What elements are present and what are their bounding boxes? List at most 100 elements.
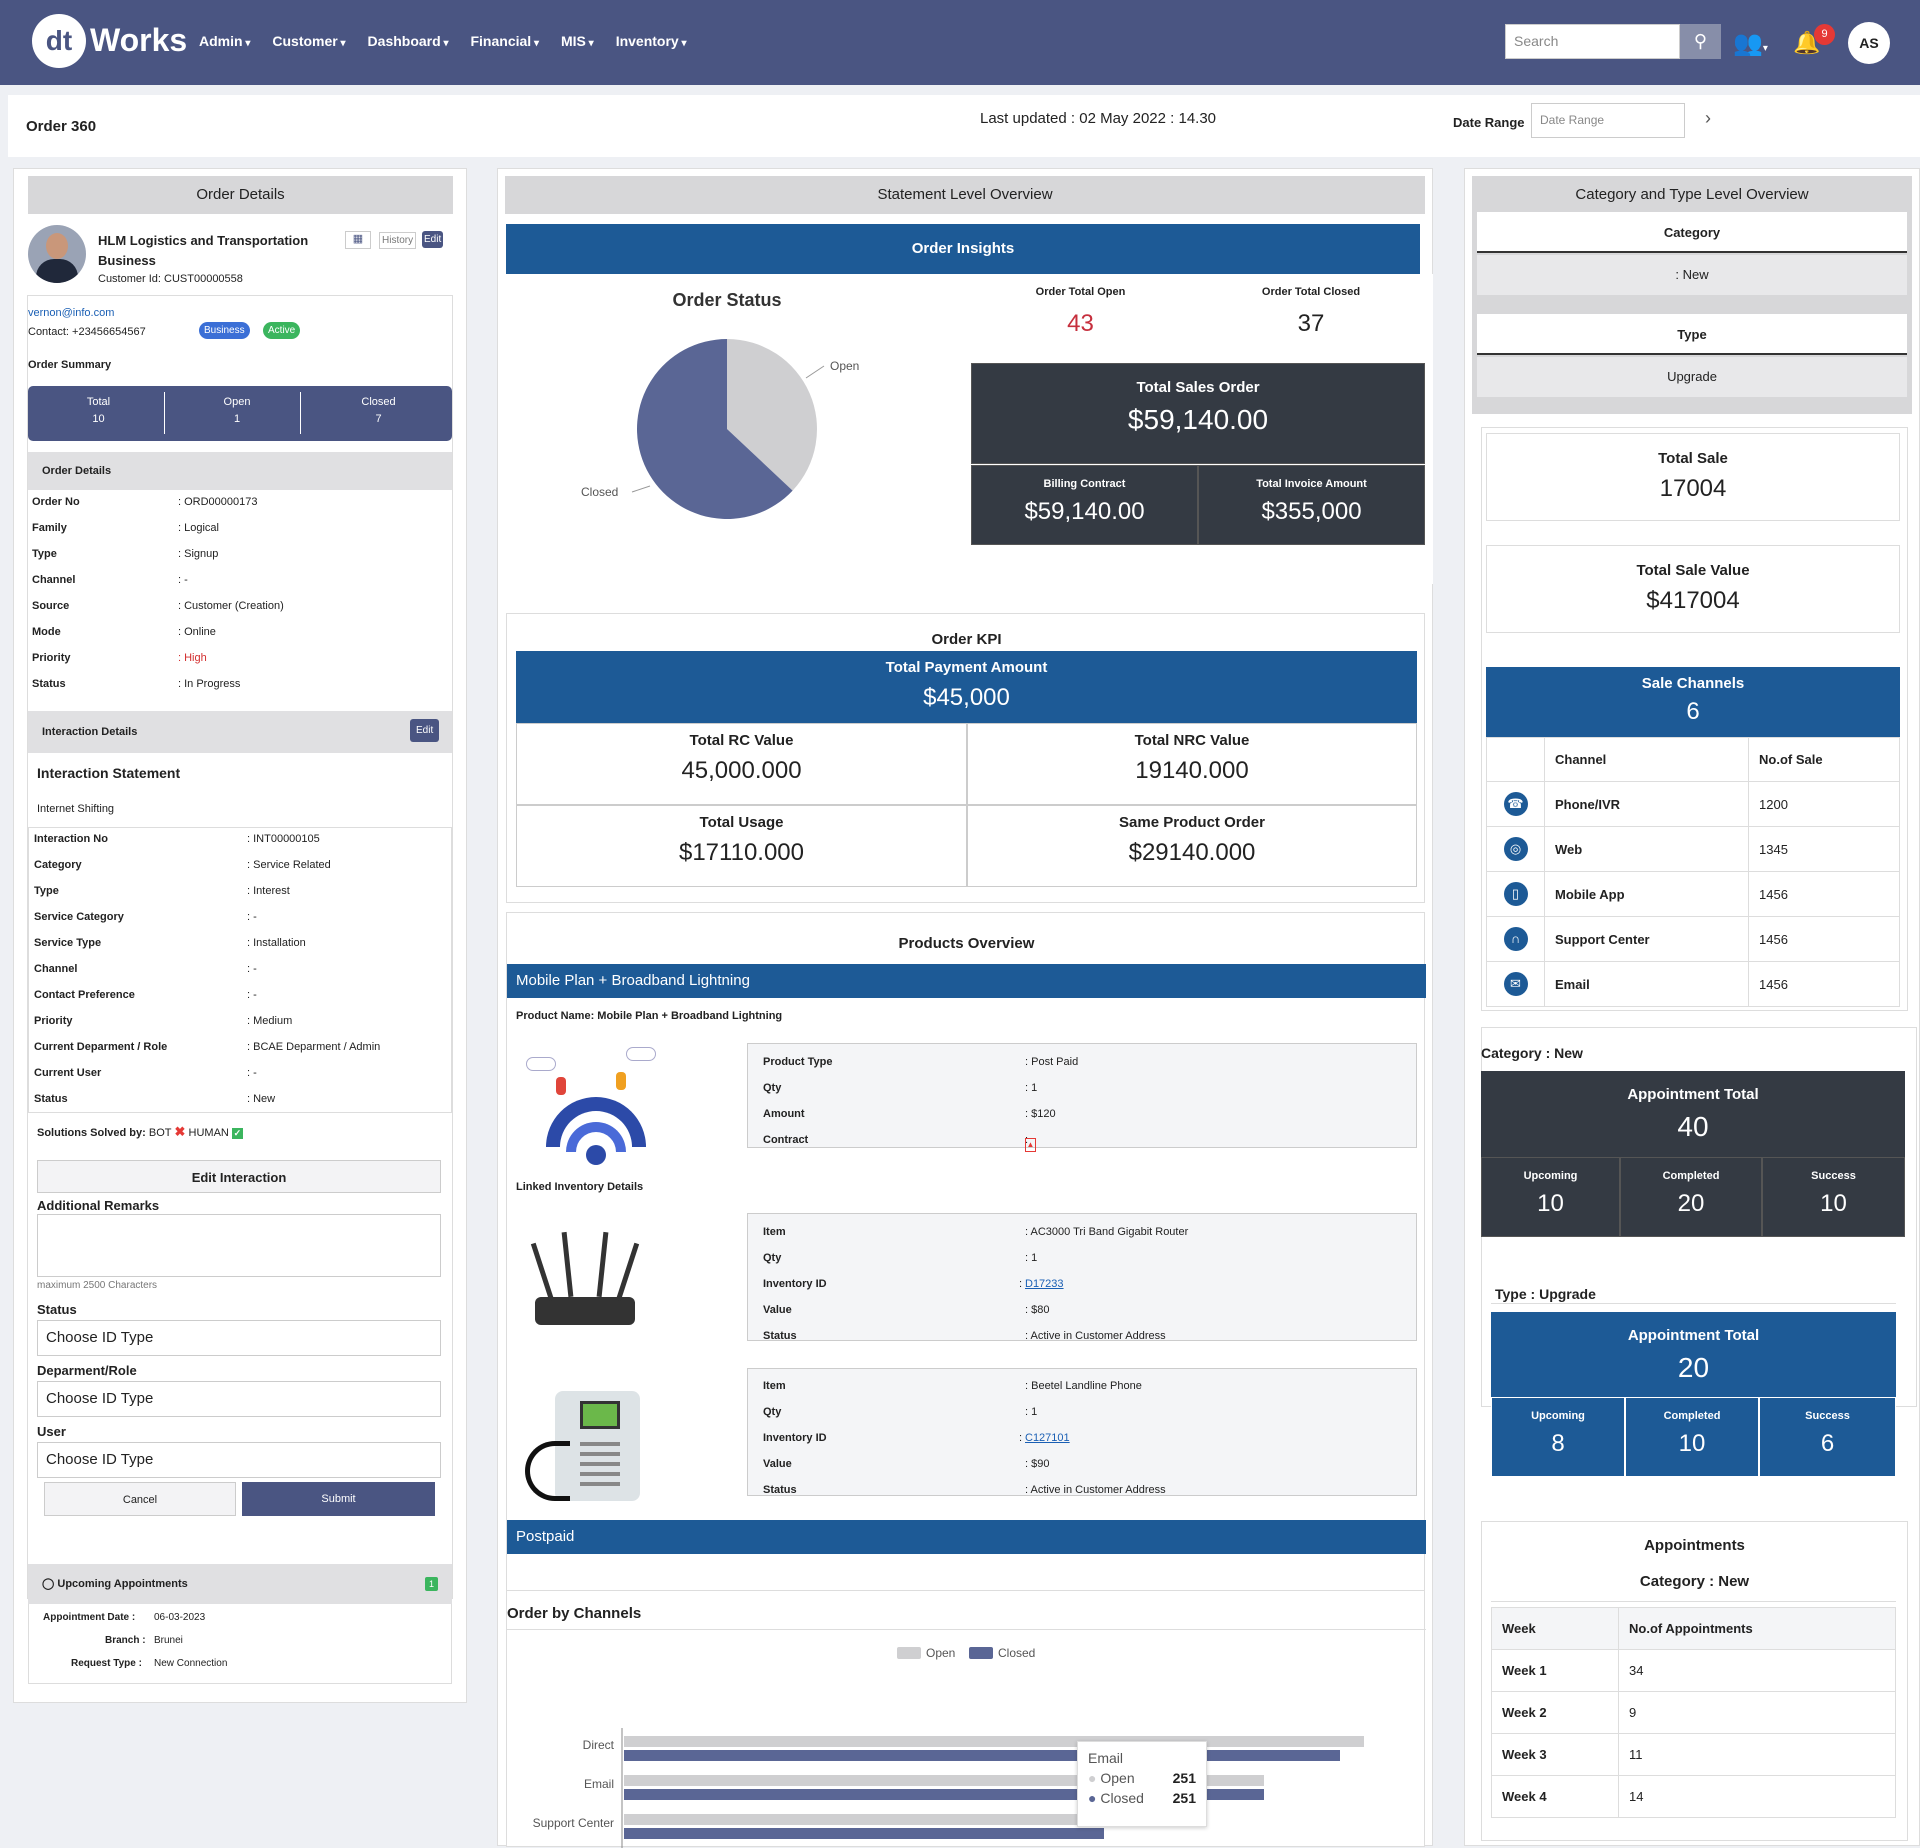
menu-financial[interactable]: Financial xyxy=(470,33,539,49)
week-value: 11 xyxy=(1618,1733,1896,1776)
bar-closed[interactable] xyxy=(624,1789,1264,1800)
interaction-detail-label: Service Type xyxy=(34,937,102,949)
order-total-closed-label: Order Total Closed xyxy=(1261,286,1361,298)
pdf-icon[interactable]: ▲ xyxy=(1025,1138,1036,1152)
week-row: Week 1 34 xyxy=(1491,1649,1896,1692)
pie-slice-open[interactable] xyxy=(727,339,817,491)
inventory2-value: : 1 xyxy=(1025,1406,1038,1418)
inventory1-value: : $80 xyxy=(1025,1304,1050,1316)
inventory1-value: : 1 xyxy=(1025,1252,1038,1264)
users-icon[interactable]: 👥▾ xyxy=(1733,30,1768,57)
inventory2-value[interactable]: C127101 xyxy=(1025,1432,1070,1444)
statement-overview-panel: Statement Level Overview Order Insights … xyxy=(497,168,1433,1848)
category-overview-panel: Category and Type Level Overview Categor… xyxy=(1464,168,1920,1846)
channel-sales: 1345 xyxy=(1748,826,1900,872)
history-button[interactable]: History xyxy=(379,232,417,249)
menu-admin[interactable]: Admin xyxy=(199,33,250,49)
department-select[interactable]: Choose ID Type xyxy=(37,1381,441,1417)
pie-slice-closed[interactable] xyxy=(637,339,793,519)
avatar[interactable]: AS xyxy=(1848,22,1890,64)
last-updated: Last updated : 02 May 2022 : 14.30 xyxy=(980,110,1217,127)
edit-customer-button[interactable]: Edit xyxy=(422,231,444,248)
calendar-icon[interactable]: ▦ xyxy=(345,231,371,249)
bar-closed[interactable] xyxy=(624,1750,1340,1761)
bar-open[interactable] xyxy=(624,1814,1084,1825)
order-detail-value: : In Progress xyxy=(178,678,241,690)
inventory1-value[interactable]: D17233 xyxy=(1025,1278,1064,1290)
cancel-button[interactable]: Cancel xyxy=(44,1482,236,1516)
solved-by: Solutions Solved by: BOT ✖ HUMAN ✓ xyxy=(37,1124,243,1139)
category-new-completed: Completed 20 xyxy=(1620,1157,1762,1237)
logo[interactable]: dt xyxy=(32,14,86,68)
inventory2-box xyxy=(747,1368,1417,1496)
week-row: Week 4 14 xyxy=(1491,1775,1896,1818)
bar-open[interactable] xyxy=(624,1736,1364,1747)
search-icon[interactable]: ⚲ xyxy=(1680,24,1721,59)
menu-mis[interactable]: MIS xyxy=(561,33,594,49)
interaction-detail-label: Current User xyxy=(34,1067,102,1079)
inventory2-label: Qty xyxy=(763,1406,782,1418)
customer-email[interactable]: vernon@info.com xyxy=(28,307,115,319)
order-status-card: Order Status Open Closed xyxy=(506,274,963,584)
week-value: 9 xyxy=(1618,1691,1896,1734)
billing-contract: Billing Contract $59,140.00 xyxy=(971,465,1198,545)
upcoming-count: 1 xyxy=(425,1577,439,1591)
appointments-subtitle: Category : New xyxy=(1639,1573,1750,1590)
additional-remarks-textarea[interactable] xyxy=(37,1214,441,1277)
order-details-title: Order Details xyxy=(28,176,453,214)
inventory2-label: Inventory ID xyxy=(763,1432,827,1444)
order-by-channels-card: Order by Channels Open Closed Direct Email S… xyxy=(506,1590,1426,1848)
interaction-statement-title: Interaction Statement xyxy=(37,765,181,781)
category-overview-title: Category and Type Level Overview xyxy=(1472,176,1912,214)
menu-dashboard[interactable]: Dashboard xyxy=(368,33,449,49)
interaction-details-section: Interaction Details xyxy=(28,711,452,753)
search-input[interactable]: Search xyxy=(1505,24,1680,59)
badge-business: Business xyxy=(199,322,250,339)
order-detail-label: Status xyxy=(32,678,66,690)
channel-sales: 1200 xyxy=(1748,781,1900,827)
menu-inventory[interactable]: Inventory xyxy=(616,33,687,49)
order-detail-label: Order No xyxy=(32,496,80,508)
week-value: 14 xyxy=(1618,1775,1896,1818)
linked-inventory-title: Linked Inventory Details xyxy=(516,1181,644,1193)
legend-swatch[interactable] xyxy=(897,1647,921,1659)
inventory2-value: : $90 xyxy=(1025,1458,1050,1470)
inventory2-label: Value xyxy=(763,1458,792,1470)
customer-name: HLM Logistics and Transportation xyxy=(98,233,309,248)
week-label: Week 4 xyxy=(1491,1775,1619,1818)
week-label: Week 2 xyxy=(1491,1691,1619,1734)
chevron-right-icon[interactable]: › xyxy=(1705,108,1711,128)
user-select[interactable]: Choose ID Type xyxy=(37,1442,441,1478)
interaction-detail-label: Status xyxy=(34,1093,68,1105)
product-label: Amount xyxy=(763,1108,805,1120)
order-detail-label: Channel xyxy=(32,574,76,586)
menu-customer[interactable]: Customer xyxy=(272,33,345,49)
legend-label[interactable]: Open xyxy=(926,1646,955,1660)
legend-label[interactable]: Closed xyxy=(998,1646,1035,1660)
pie-label-closed: Closed xyxy=(581,485,618,499)
check-icon: ✓ xyxy=(231,1128,243,1139)
week-row: Week 3 11 xyxy=(1491,1733,1896,1776)
appointments-card xyxy=(1481,1521,1908,1841)
badge-active: Active xyxy=(263,322,301,339)
order-by-channels-title: Order by Channels xyxy=(507,1605,642,1622)
date-range-input[interactable]: Date Range xyxy=(1531,103,1685,138)
order-insights-title: Order Insights xyxy=(506,224,1420,274)
submit-button[interactable]: Submit xyxy=(242,1482,435,1516)
summary-closed: Closed 7 xyxy=(361,396,396,425)
status-select[interactable]: Choose ID Type xyxy=(37,1320,441,1356)
channel-name: Web xyxy=(1544,826,1749,872)
page-title: Order 360 xyxy=(26,118,97,135)
interaction-statement: Internet Shifting xyxy=(37,803,115,815)
edit-interaction-button[interactable]: Edit xyxy=(410,719,440,742)
category-new-upcoming: Upcoming 10 xyxy=(1481,1157,1620,1237)
logo-text[interactable]: Works xyxy=(90,22,188,58)
category-label: Direct xyxy=(583,1738,615,1752)
bar-closed[interactable] xyxy=(624,1828,1104,1839)
products-overview-card: Products Overview Mobile Plan + Broadban… xyxy=(506,912,1426,1750)
bar-open[interactable] xyxy=(624,1775,1264,1786)
legend-swatch[interactable] xyxy=(969,1647,993,1659)
order-summary-box: Total 10 Open 1 Closed 7 xyxy=(28,386,452,441)
